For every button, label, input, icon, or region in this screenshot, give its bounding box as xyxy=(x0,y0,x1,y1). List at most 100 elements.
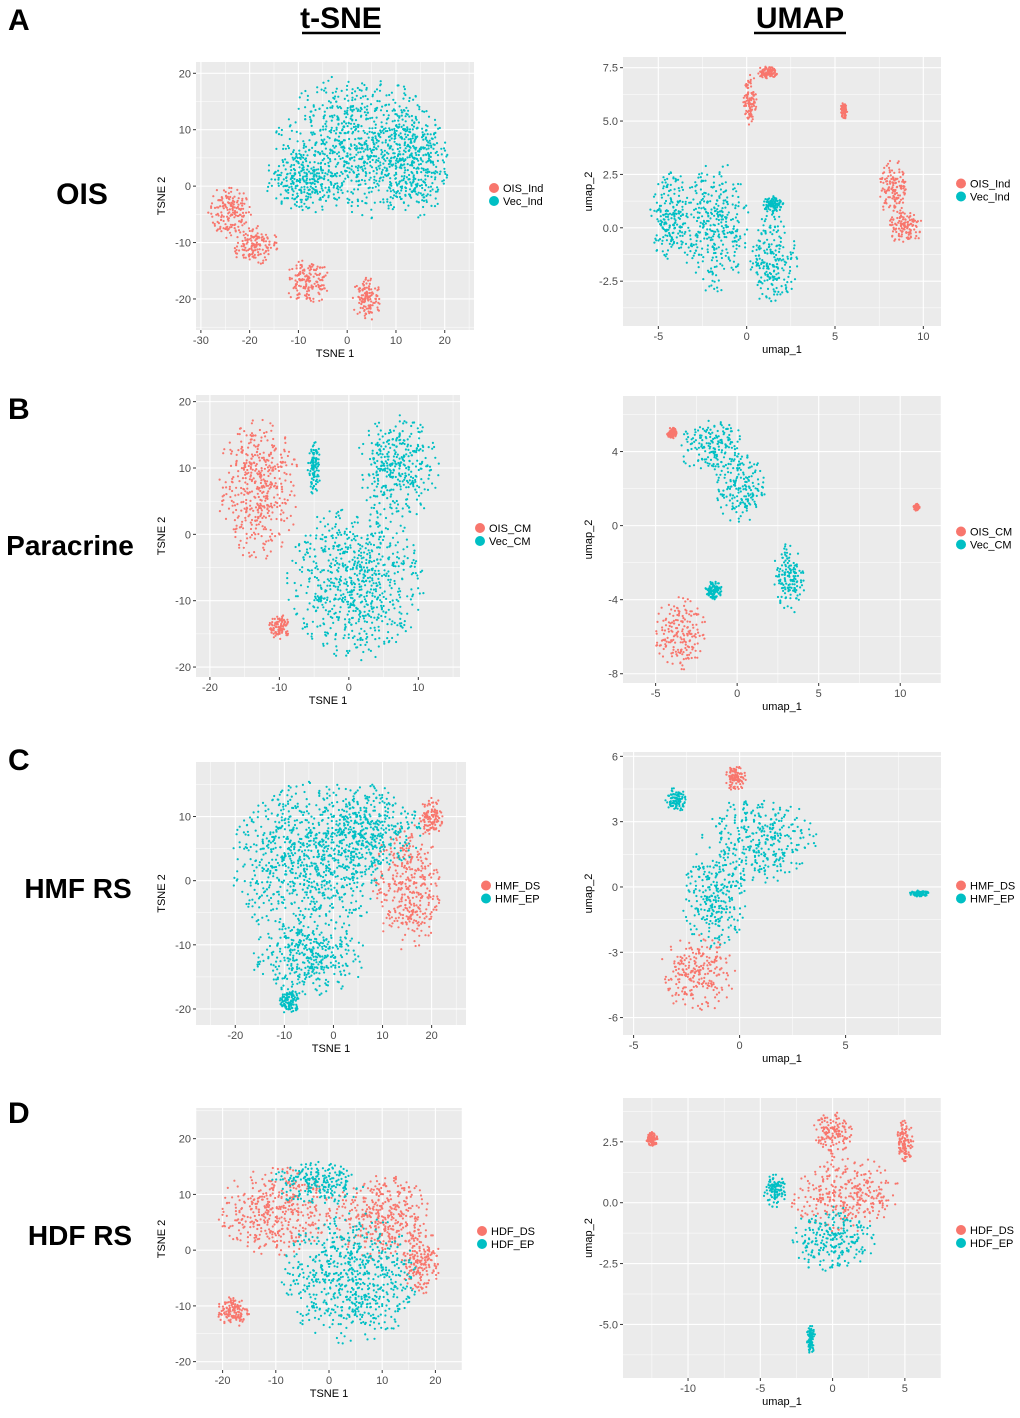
data-point xyxy=(281,541,284,544)
data-point xyxy=(263,506,266,509)
data-point xyxy=(392,459,395,462)
data-point xyxy=(894,182,897,185)
data-point xyxy=(320,142,323,146)
data-point xyxy=(215,189,218,192)
data-point xyxy=(268,623,271,627)
data-point xyxy=(755,244,758,247)
data-point xyxy=(277,469,281,472)
data-point xyxy=(225,236,228,239)
data-point xyxy=(390,91,393,94)
data-point xyxy=(347,176,350,179)
data-point xyxy=(895,186,898,189)
data-point xyxy=(385,167,388,170)
data-point xyxy=(238,192,241,195)
data-point xyxy=(380,490,383,493)
data-point xyxy=(280,181,284,184)
data-point xyxy=(410,162,413,166)
data-point xyxy=(295,130,298,133)
data-point xyxy=(352,125,355,129)
data-point xyxy=(249,213,252,216)
data-point xyxy=(427,186,430,189)
data-point xyxy=(738,245,741,248)
data-point xyxy=(406,504,409,507)
data-point xyxy=(391,462,394,465)
data-point xyxy=(256,502,259,505)
data-point xyxy=(416,574,419,577)
data-point xyxy=(893,204,896,207)
data-point xyxy=(380,614,383,618)
data-point xyxy=(340,184,343,187)
data-point xyxy=(696,202,699,206)
data-point xyxy=(405,486,408,489)
data-point xyxy=(293,203,296,206)
data-point xyxy=(356,204,359,207)
data-point xyxy=(369,147,372,150)
data-point xyxy=(250,453,254,456)
data-point xyxy=(253,537,256,540)
data-point xyxy=(218,478,221,481)
data-point xyxy=(408,435,411,438)
data-point xyxy=(678,189,681,192)
data-point xyxy=(386,489,389,492)
data-point xyxy=(266,495,269,498)
data-point xyxy=(670,213,674,216)
data-point xyxy=(412,145,415,148)
data-point xyxy=(389,495,392,498)
data-point xyxy=(382,448,385,451)
data-point xyxy=(368,191,371,194)
data-point xyxy=(417,216,420,219)
data-point xyxy=(220,215,223,219)
data-point xyxy=(771,210,775,213)
data-point xyxy=(222,215,225,218)
data-point xyxy=(246,234,249,237)
data-point xyxy=(700,180,703,183)
panel-letter-b: B xyxy=(8,393,30,426)
data-point xyxy=(376,106,379,109)
data-point xyxy=(883,201,886,205)
data-point xyxy=(285,179,288,182)
data-point xyxy=(365,558,368,562)
data-point xyxy=(674,180,677,183)
data-point xyxy=(331,105,334,108)
data-point xyxy=(332,144,335,147)
data-point xyxy=(377,625,380,628)
data-point xyxy=(391,120,394,123)
data-point xyxy=(419,467,422,470)
data-point xyxy=(893,206,896,209)
data-point xyxy=(771,233,774,236)
data-point xyxy=(349,117,352,120)
data-point xyxy=(737,205,740,208)
data-point xyxy=(305,292,308,296)
data-point xyxy=(306,568,310,572)
data-point xyxy=(656,218,659,221)
data-point xyxy=(368,551,371,554)
data-point xyxy=(769,252,772,255)
data-point xyxy=(414,148,417,151)
data-point xyxy=(414,562,417,565)
data-point xyxy=(334,90,337,93)
data-point xyxy=(259,253,262,256)
data-point xyxy=(441,159,444,162)
data-point xyxy=(310,572,313,575)
data-point xyxy=(384,460,387,463)
data-point xyxy=(389,431,392,434)
data-point xyxy=(271,456,274,460)
data-point xyxy=(891,197,894,200)
data-point xyxy=(255,451,258,454)
data-point xyxy=(689,250,692,253)
data-point xyxy=(377,301,380,304)
data-point xyxy=(367,299,370,302)
data-point xyxy=(417,468,420,472)
data-point xyxy=(393,129,396,132)
data-point xyxy=(216,228,219,231)
data-point xyxy=(409,475,413,478)
data-point xyxy=(429,194,432,197)
data-point xyxy=(901,218,905,221)
data-point xyxy=(272,437,275,441)
data-point xyxy=(378,531,381,534)
data-point xyxy=(414,190,417,193)
data-point xyxy=(668,224,671,227)
data-point xyxy=(390,145,393,148)
data-point xyxy=(251,230,254,233)
data-point xyxy=(324,609,327,612)
